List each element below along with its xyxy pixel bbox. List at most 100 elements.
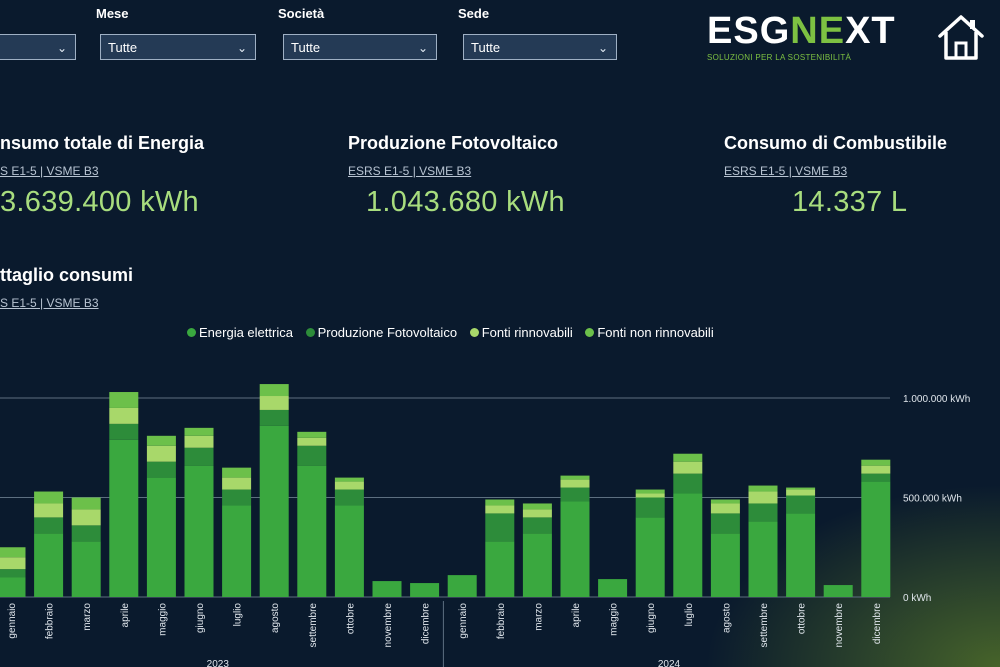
bar-segment[interactable] — [34, 503, 64, 518]
bar-segment[interactable] — [485, 499, 515, 506]
bar-segment[interactable] — [861, 473, 891, 482]
bar-segment[interactable] — [635, 517, 665, 597]
detail-title: ttaglio consumi — [0, 265, 134, 285]
bar-segment[interactable] — [861, 465, 891, 474]
bar-segment[interactable] — [297, 437, 327, 446]
bar-segment[interactable] — [0, 577, 26, 597]
societa-select[interactable]: Tutte ⌄ — [283, 34, 437, 60]
bar-segment[interactable] — [786, 513, 816, 597]
bar-segment[interactable] — [0, 569, 26, 578]
bar-segment[interactable] — [34, 533, 64, 597]
kpi-subtitle[interactable]: ESRS E1-5 | VSME B3 — [348, 164, 472, 178]
bar-segment[interactable] — [710, 499, 740, 504]
x-tick-label: aprile — [120, 603, 131, 628]
bar-segment[interactable] — [485, 513, 515, 542]
bar-segment[interactable] — [748, 491, 778, 504]
bar-segment[interactable] — [786, 487, 816, 490]
bar-segment[interactable] — [861, 481, 891, 597]
select-value: Tutte — [291, 40, 321, 55]
bar-segment[interactable] — [447, 575, 477, 597]
stacked-bar-chart: 1.000.000 kWh 500.000 kWh 0 kWh gennaio febb… — [0, 384, 970, 667]
bar-segment[interactable] — [522, 509, 552, 518]
bar-segment[interactable] — [334, 477, 364, 482]
bar-segment[interactable] — [334, 481, 364, 490]
bar-segment[interactable] — [184, 435, 214, 448]
legend-label: Fonti non rinnovabili — [597, 325, 714, 340]
bar-segment[interactable] — [334, 505, 364, 597]
bar-segment[interactable] — [146, 461, 176, 478]
bar-segment[interactable] — [710, 513, 740, 534]
bar-segment[interactable] — [635, 489, 665, 494]
bar-segment[interactable] — [297, 465, 327, 597]
bar-segment[interactable] — [710, 503, 740, 514]
bar-segment[interactable] — [560, 479, 590, 488]
bar-segment[interactable] — [410, 583, 440, 597]
bar-segment[interactable] — [485, 541, 515, 597]
bar-segment[interactable] — [222, 505, 252, 597]
bar-segment[interactable] — [560, 501, 590, 597]
bar-segment[interactable] — [560, 487, 590, 502]
bar-segment[interactable] — [34, 517, 64, 534]
bar-segment[interactable] — [786, 495, 816, 514]
bar-segment[interactable] — [0, 557, 26, 570]
bar-segment[interactable] — [109, 392, 139, 408]
bar-segment[interactable] — [222, 489, 252, 506]
detail-subtitle[interactable]: S E1-5 | VSME B3 — [0, 296, 99, 310]
bar-segment[interactable] — [297, 445, 327, 466]
bar-segment[interactable] — [259, 409, 289, 426]
bar-segment[interactable] — [222, 477, 252, 490]
bar-segment[interactable] — [786, 489, 816, 496]
bar-segment[interactable] — [109, 439, 139, 597]
bar-segment[interactable] — [71, 509, 101, 526]
bar-segment[interactable] — [0, 547, 26, 558]
kpi-subtitle[interactable]: ESRS E1-5 | VSME B3 — [724, 164, 848, 178]
bar-segment[interactable] — [109, 407, 139, 424]
bar-segment[interactable] — [184, 447, 214, 466]
home-button[interactable] — [936, 12, 986, 62]
bar-segment[interactable] — [259, 396, 289, 410]
bar-segment[interactable] — [146, 435, 176, 446]
bar-segment[interactable] — [560, 475, 590, 480]
kpi-value: 1.043.680 kWh — [366, 186, 565, 218]
bar-segment[interactable] — [748, 503, 778, 522]
mese-select[interactable]: Tutte ⌄ — [100, 34, 256, 60]
bar-segment[interactable] — [748, 485, 778, 492]
bar-segment[interactable] — [259, 425, 289, 597]
bar-segment[interactable] — [598, 579, 628, 597]
anno-select[interactable]: ⌄ — [0, 34, 76, 60]
logo-text-e: E — [818, 10, 846, 52]
bar-segment[interactable] — [334, 489, 364, 506]
bar-segment[interactable] — [146, 445, 176, 462]
bar-segment[interactable] — [673, 453, 703, 462]
bar-segment[interactable] — [71, 541, 101, 597]
bar-segment[interactable] — [184, 427, 214, 436]
bar-segment[interactable] — [485, 505, 515, 514]
bar-segment[interactable] — [635, 493, 665, 498]
y-tick-label: 0 kWh — [903, 593, 931, 604]
bar-segment[interactable] — [673, 473, 703, 494]
bar-segment[interactable] — [34, 491, 64, 504]
bar-segment[interactable] — [522, 503, 552, 510]
bar-segment[interactable] — [109, 423, 139, 440]
bar-segment[interactable] — [522, 533, 552, 597]
x-tick-label: luglio — [684, 603, 695, 627]
bar-segment[interactable] — [222, 467, 252, 478]
bar-segment[interactable] — [710, 533, 740, 597]
bar-segment[interactable] — [673, 493, 703, 597]
sede-select[interactable]: Tutte ⌄ — [463, 34, 617, 60]
bar-segment[interactable] — [635, 497, 665, 518]
bar-segment[interactable] — [861, 459, 891, 466]
bar-segment[interactable] — [748, 521, 778, 597]
bar-segment[interactable] — [297, 431, 327, 438]
kpi-subtitle[interactable]: S E1-5 | VSME B3 — [0, 164, 99, 178]
bar-segment[interactable] — [522, 517, 552, 534]
bar-segment[interactable] — [71, 525, 101, 542]
bar-segment[interactable] — [823, 585, 853, 597]
bar-segment[interactable] — [184, 465, 214, 597]
bar-segment[interactable] — [146, 477, 176, 597]
bar-segment[interactable] — [71, 497, 101, 510]
bar-segment[interactable] — [372, 581, 402, 597]
logo-text-esg: ESG — [707, 10, 791, 52]
bar-segment[interactable] — [673, 461, 703, 474]
bar-segment[interactable] — [259, 384, 289, 397]
